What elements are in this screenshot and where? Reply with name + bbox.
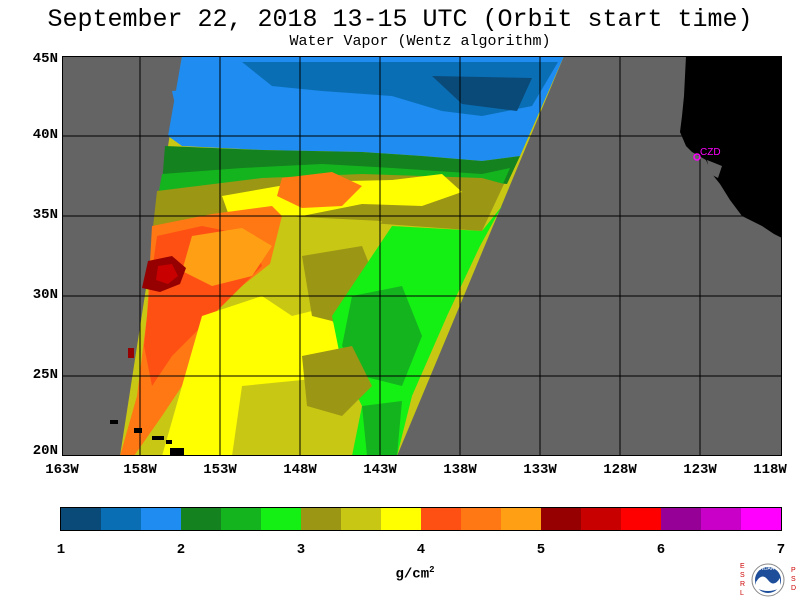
lat-label-45n: 45N — [22, 51, 58, 67]
lat-label-40n: 40N — [22, 127, 58, 143]
logo-letter-p: P — [791, 567, 796, 574]
logo-letter-l: L — [740, 590, 744, 597]
colorbar-cell-16 — [701, 508, 741, 530]
lon-label-128w: 128W — [590, 462, 650, 478]
noaa-emblem-text: NOAA — [760, 566, 775, 572]
unit-main: g/cm — [395, 567, 429, 583]
colorbar-cell-4 — [221, 508, 261, 530]
colorbar — [60, 507, 782, 531]
map-title: September 22, 2018 13-15 UTC (Orbit star… — [0, 6, 800, 34]
colorbar-cell-15 — [661, 508, 701, 530]
colorbar-cell-8 — [381, 508, 421, 530]
colorbar-cell-14 — [621, 508, 661, 530]
lon-label-133w: 133W — [510, 462, 570, 478]
swath-patch-lightblue — [172, 86, 242, 136]
swath-patch-green-south — [362, 401, 402, 456]
logo-letter-s2: S — [791, 576, 796, 583]
unit-sup: 2 — [429, 565, 434, 575]
colorbar-cell-5 — [261, 508, 301, 530]
logo-letter-r: R — [740, 581, 745, 588]
lat-label-20n: 20N — [22, 443, 58, 459]
logo-svg: E S R L NOAA P S D — [738, 558, 798, 600]
lon-label-143w: 143W — [350, 462, 410, 478]
noaa-esrl-psd-logo: E S R L NOAA P S D — [738, 558, 798, 600]
logo-letter-s: S — [740, 572, 745, 579]
logo-letter-d: D — [791, 585, 796, 592]
map-subtitle: Water Vapor (Wentz algorithm) — [0, 33, 800, 51]
colorbar-cell-1 — [101, 508, 141, 530]
colorbar-cell-3 — [181, 508, 221, 530]
colorbar-cell-2 — [141, 508, 181, 530]
colorbar-tick-6: 6 — [646, 542, 676, 558]
map-svg: CZD — [62, 56, 782, 456]
colorbar-cell-11 — [501, 508, 541, 530]
colorbar-cell-17 — [741, 508, 781, 530]
swath-spot-darkred-small — [128, 348, 134, 358]
colorbar-unit: g/cm2 — [380, 565, 450, 583]
colorbar-tick-5: 5 — [526, 542, 556, 558]
island-maui — [166, 440, 172, 444]
lon-label-163w: 163W — [32, 462, 92, 478]
colorbar-tick-4: 4 — [406, 542, 436, 558]
lon-label-153w: 153W — [190, 462, 250, 478]
lon-label-118w: 118W — [740, 462, 800, 478]
colorbar-cell-10 — [461, 508, 501, 530]
lon-label-148w: 148W — [270, 462, 330, 478]
station-label: CZD — [700, 147, 721, 158]
colorbar-cell-12 — [541, 508, 581, 530]
logo-letter-e: E — [740, 563, 745, 570]
lon-label-158w: 158W — [110, 462, 170, 478]
colorbar-tick-3: 3 — [286, 542, 316, 558]
colorbar-tick-7: 7 — [766, 542, 796, 558]
island-hawaii — [170, 448, 184, 456]
colorbar-cell-7 — [341, 508, 381, 530]
lon-label-123w: 123W — [670, 462, 730, 478]
colorbar-cell-0 — [61, 508, 101, 530]
island-kauai — [110, 420, 118, 424]
lat-label-35n: 35N — [22, 207, 58, 223]
colorbar-cell-9 — [421, 508, 461, 530]
water-vapor-map: CZD — [62, 56, 782, 456]
island-maui-nui — [152, 436, 164, 440]
colorbar-cell-13 — [581, 508, 621, 530]
colorbar-cell-6 — [301, 508, 341, 530]
colorbar-tick-1: 1 — [46, 542, 76, 558]
lat-label-30n: 30N — [22, 287, 58, 303]
lat-label-25n: 25N — [22, 367, 58, 383]
island-oahu — [134, 428, 142, 433]
lon-label-138w: 138W — [430, 462, 490, 478]
colorbar-tick-2: 2 — [166, 542, 196, 558]
